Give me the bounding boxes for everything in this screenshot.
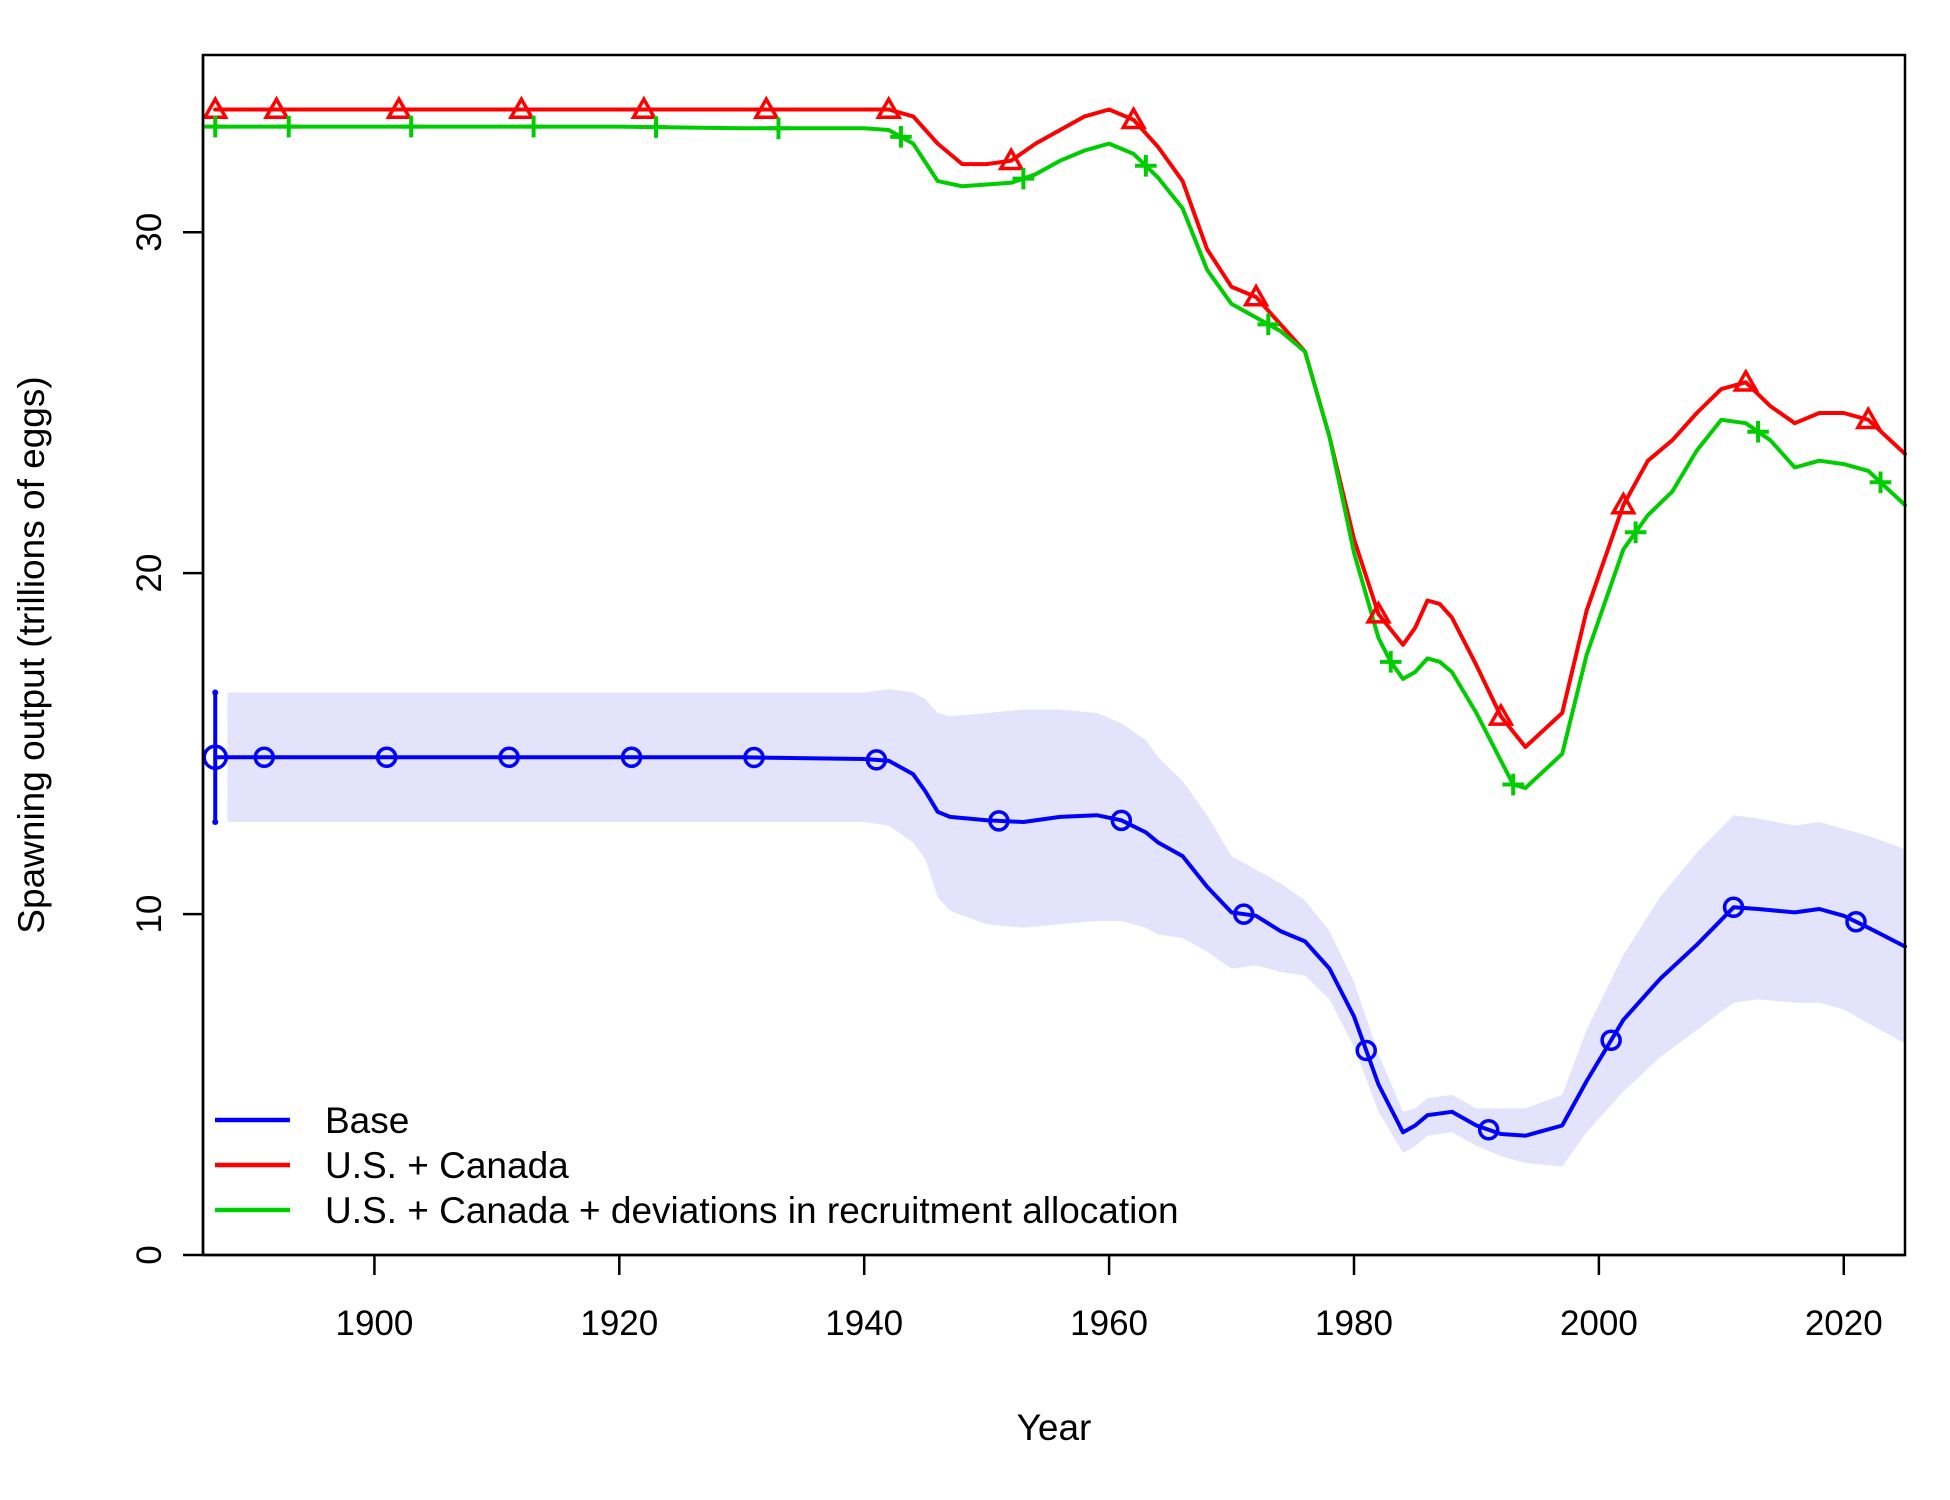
circle-marker — [1233, 903, 1255, 925]
legend-label: U.S. + Canada — [325, 1145, 569, 1186]
series-layer — [213, 107, 1907, 1138]
circle-marker — [253, 746, 275, 769]
triangle-marker — [1854, 405, 1882, 430]
plus-marker — [277, 115, 300, 138]
x-tick-label: 2000 — [1560, 1304, 1638, 1343]
circle-marker — [1722, 896, 1745, 919]
plus-marker — [1257, 313, 1280, 336]
triangle-marker — [263, 95, 290, 120]
plus-marker — [890, 126, 912, 148]
y-axis-title: Spawning output (trillions of eggs) — [11, 376, 52, 933]
triangle-marker — [1487, 702, 1515, 726]
error-bar-cap — [212, 819, 219, 826]
x-axis: 1900 1920 1940 1960 1980 2000 2020 — [203, 1253, 1905, 1343]
y-tick-label: 20 — [130, 554, 169, 593]
triangle-marker — [997, 146, 1025, 171]
triangle-marker — [630, 95, 658, 120]
circle-marker — [1477, 1118, 1500, 1141]
plus-marker — [204, 115, 227, 138]
y-tick-label: 0 — [130, 1245, 169, 1264]
circle-marker — [1845, 911, 1867, 933]
x-tick-label: 2020 — [1805, 1304, 1883, 1343]
triangle-marker — [1610, 491, 1637, 515]
plus-marker — [1012, 167, 1035, 190]
x-tick-label: 1960 — [1070, 1304, 1148, 1343]
triangle-marker — [385, 95, 413, 120]
circle-marker — [743, 746, 765, 769]
circle-marker — [1355, 1039, 1377, 1062]
marker-layer — [201, 95, 1892, 1141]
circle-marker — [865, 749, 888, 771]
error-bar-cap — [212, 689, 219, 696]
triangle-marker — [875, 95, 903, 120]
plus-marker — [1502, 773, 1524, 796]
legend-label: U.S. + Canada + deviations in recruitmen… — [325, 1190, 1179, 1231]
circle-marker — [1600, 1029, 1622, 1051]
y-tick-label: 10 — [130, 895, 169, 934]
plus-marker — [1869, 471, 1892, 494]
triangle-marker — [1242, 283, 1270, 307]
x-axis-title: Year — [1017, 1407, 1092, 1448]
x-tick-label: 1940 — [825, 1304, 903, 1343]
y-axis: 0 10 20 30 — [130, 55, 205, 1265]
plus-marker — [400, 115, 422, 138]
triangle-marker — [1365, 600, 1392, 624]
circle-marker — [375, 746, 398, 769]
triangle-marker — [1732, 368, 1760, 392]
x-tick-label: 1980 — [1315, 1304, 1393, 1343]
plus-marker — [1135, 154, 1157, 177]
y-tick-label: 30 — [130, 213, 169, 252]
plus-marker — [1379, 651, 1402, 673]
plus-marker — [1624, 521, 1647, 544]
confidence-band-layer — [227, 689, 1905, 1167]
series-line — [213, 107, 1907, 749]
plus-marker — [1747, 420, 1769, 443]
circle-marker — [988, 810, 1010, 832]
plus-marker — [645, 116, 667, 138]
series-line — [213, 755, 1907, 1138]
circle-marker — [620, 746, 643, 769]
triangle-marker — [752, 95, 780, 120]
triangle-marker — [1120, 105, 1147, 130]
x-tick-label: 1920 — [580, 1304, 658, 1343]
circle-marker — [498, 746, 520, 769]
plus-marker — [767, 117, 790, 140]
plus-marker — [522, 115, 545, 138]
confidence-band — [227, 689, 1905, 1167]
circle-marker — [1110, 809, 1133, 832]
x-tick-label: 1900 — [335, 1304, 413, 1343]
legend-label: Base — [325, 1100, 409, 1141]
triangle-marker — [507, 95, 535, 120]
plot-frame — [201, 53, 1907, 1257]
series-line — [213, 124, 1907, 790]
